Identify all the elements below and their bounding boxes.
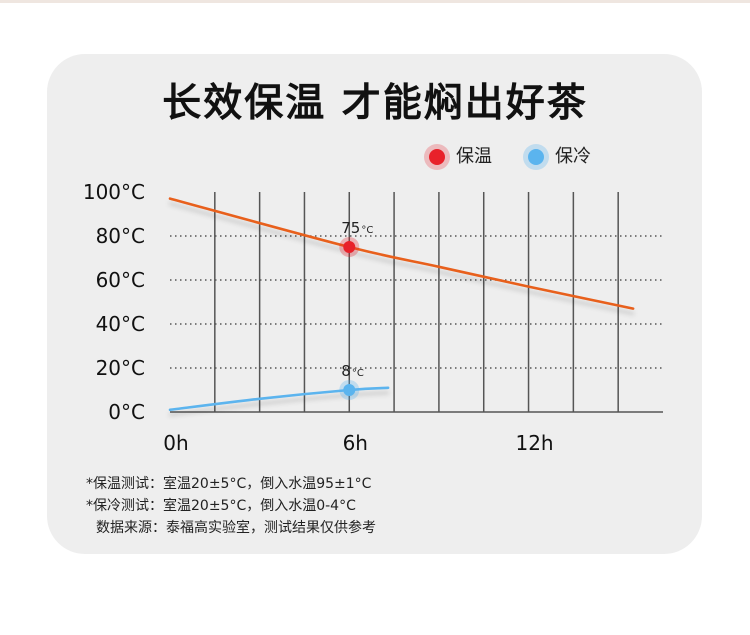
legend-warm-label: 保温 (456, 146, 492, 167)
note-cold-test: *保冷测试：室温20±5°C，倒入水温0-4°C (86, 498, 356, 514)
legend-cold-dot-icon (523, 144, 549, 170)
note-data-source: 数据来源：泰福高实验室，测试结果仅供参考 (96, 520, 376, 536)
legend-item-warm: 保温 (424, 144, 492, 170)
legend-warm-dot-icon (424, 144, 450, 170)
data-label-warm: 75°C (341, 219, 373, 237)
data-label-cold: 8°C (341, 362, 364, 380)
y-tick-label: 0°C (108, 400, 145, 424)
y-tick-label: 80°C (96, 224, 145, 248)
y-tick-label: 60°C (96, 268, 145, 292)
y-tick-label: 40°C (96, 312, 145, 336)
legend-item-cold: 保冷 (523, 144, 591, 170)
chart-card (47, 54, 702, 554)
series-line-warm (168, 197, 635, 310)
highlight-point-warm (343, 241, 356, 253)
legend-cold-label: 保冷 (555, 146, 591, 167)
x-tick-label: 6h (343, 431, 368, 455)
highlight-point-cold (343, 384, 356, 396)
page-title: 长效保温 才能焖出好茶 (162, 81, 588, 126)
top-divider (0, 0, 750, 3)
series-line-cold (168, 386, 390, 412)
y-tick-label: 20°C (96, 356, 145, 380)
data-label-unit-cold: °C (352, 368, 364, 379)
y-tick-label: 100°C (83, 180, 145, 204)
x-tick-label: 12h (515, 431, 553, 455)
data-label-unit-warm: °C (361, 225, 373, 236)
x-tick-label: 0h (163, 431, 188, 455)
note-warm-test: *保温测试：室温20±5°C，倒入水温95±1°C (86, 476, 372, 492)
